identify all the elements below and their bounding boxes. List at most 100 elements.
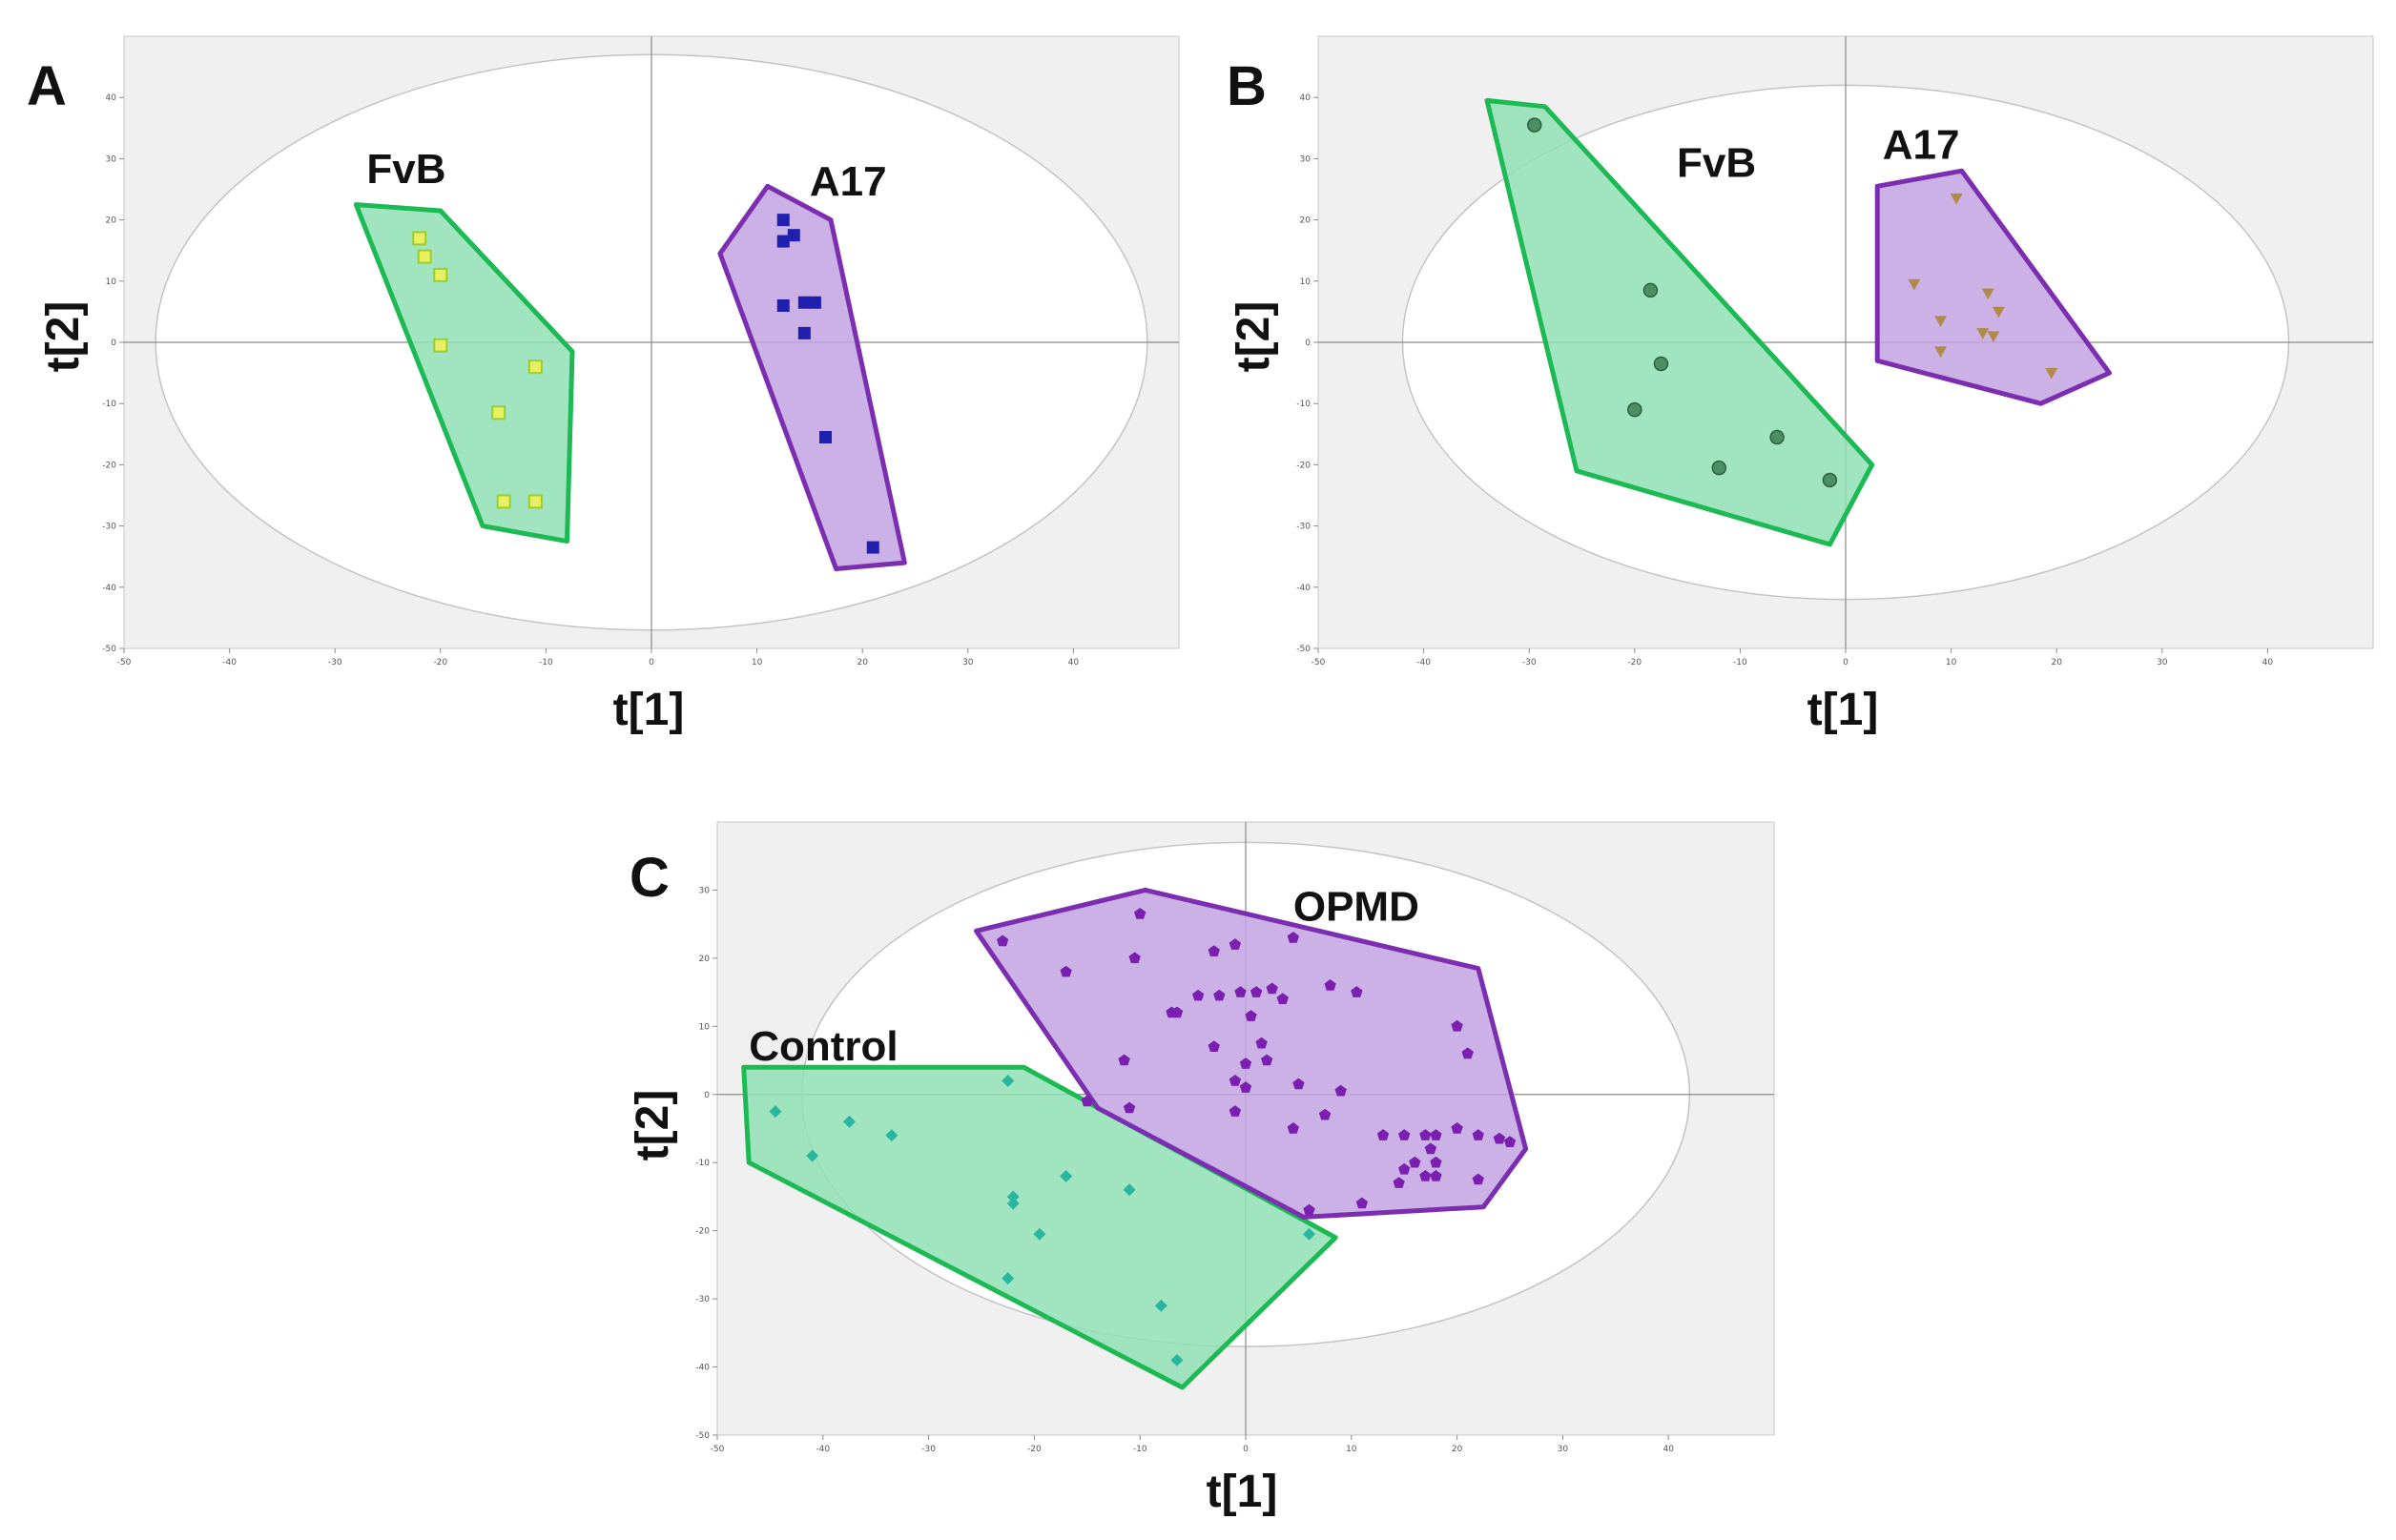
data-point: [797, 296, 811, 309]
y-tick-label: -10: [102, 400, 116, 409]
data-point: [818, 431, 832, 444]
y-tick-label: -20: [1296, 461, 1311, 470]
data-point: [1351, 986, 1363, 997]
panel-c-x-axis-title: t[1]: [1207, 1467, 1278, 1517]
y-tick-label: 0: [111, 339, 116, 348]
data-point: [1981, 288, 1994, 300]
data-point: [1409, 1156, 1421, 1168]
data-point: [1170, 1353, 1184, 1366]
data-point: [1424, 1142, 1437, 1155]
panel-a-y-axis-title: t[2]: [38, 301, 89, 373]
data-point: [1123, 1183, 1136, 1197]
data-point: [1208, 1040, 1220, 1052]
y-tick-label: 0: [704, 1091, 710, 1100]
x-tick-label: 10: [1346, 1445, 1357, 1454]
data-point: [1002, 1272, 1015, 1285]
data-point: [1302, 1227, 1315, 1241]
group-label-opmd: OPMD: [1293, 884, 1419, 931]
y-tick-label: -40: [695, 1364, 710, 1373]
data-point: [1318, 1108, 1332, 1120]
y-tick-label: -50: [1296, 645, 1311, 654]
data-point: [1134, 908, 1146, 919]
y-tick-label: -30: [102, 523, 116, 532]
y-tick-label: 20: [1300, 216, 1312, 226]
data-point: [1627, 401, 1642, 418]
data-point: [1503, 1136, 1517, 1147]
x-tick-label: -20: [1027, 1445, 1042, 1454]
data-point: [797, 326, 811, 339]
data-point: [1822, 472, 1838, 488]
x-tick-label: -30: [921, 1445, 936, 1454]
x-tick-label: 20: [857, 658, 868, 667]
data-point: [1376, 1129, 1390, 1140]
data-point: [843, 1115, 856, 1128]
group-label-a17: A17: [1883, 121, 1960, 168]
data-point: [776, 298, 790, 312]
x-tick-label: 30: [1558, 1445, 1569, 1454]
data-point: [1908, 278, 1921, 291]
y-tick-label: -30: [695, 1295, 710, 1304]
y-tick-label: 10: [106, 277, 117, 287]
y-tick-label: 10: [1300, 277, 1312, 287]
data-point: [1398, 1129, 1411, 1140]
data-point: [1976, 328, 1990, 339]
data-point: [1430, 1129, 1442, 1140]
y-tick-label: 30: [699, 886, 711, 895]
data-point: [2045, 367, 2058, 380]
data-point: [1266, 982, 1278, 995]
panel-b: -50 -40 -30 -20 -10 0 10 20 30 40 40 30 20 10 0 -10 -20 -…: [1227, 35, 2374, 735]
panel-c: -50 -40 -30 -20 -10 0 10 20 30 40 30 20 10 0 -10 -20 -30…: [628, 821, 1775, 1517]
x-tick-label: -20: [1627, 658, 1642, 667]
data-point: [1992, 306, 2005, 318]
data-point: [769, 1105, 782, 1119]
x-tick-label: 10: [752, 658, 763, 667]
group-label-fvb: FvB: [366, 146, 445, 193]
x-tick-label: 30: [962, 658, 974, 667]
panel-b-y-axis-title: t[2]: [1229, 301, 1279, 373]
data-point: [491, 405, 506, 421]
data-point: [1653, 356, 1669, 372]
x-tick-label: -20: [433, 658, 447, 667]
x-tick-label: 40: [2262, 658, 2274, 667]
x-tick-label: 30: [2157, 658, 2168, 667]
y-tick-label: -40: [102, 584, 116, 593]
data-point: [1461, 1047, 1474, 1059]
data-point: [1192, 989, 1205, 1001]
data-point: [1451, 1122, 1463, 1134]
data-point: [1334, 1084, 1347, 1097]
y-tick-label: -10: [695, 1159, 710, 1168]
data-point: [776, 214, 790, 227]
data-point: [1526, 117, 1542, 133]
data-point: [1430, 1156, 1442, 1168]
x-tick-label: 40: [1068, 658, 1080, 667]
panel-letter-b: B: [1227, 55, 1267, 117]
data-point: [1276, 993, 1289, 1004]
x-tick-label: -40: [1416, 658, 1431, 667]
x-tick-label: 10: [1946, 658, 1957, 667]
data-point: [1261, 1054, 1273, 1066]
data-point: [1033, 1227, 1046, 1241]
data-point: [806, 1149, 819, 1162]
x-tick-label: 20: [1452, 1445, 1463, 1454]
data-point: [1229, 1075, 1242, 1086]
group-label-fvb: FvB: [1677, 140, 1756, 187]
x-tick-label: 0: [1243, 1445, 1249, 1454]
data-point: [1303, 1203, 1315, 1216]
data-point: [1229, 1105, 1242, 1117]
data-point: [1081, 1095, 1093, 1107]
x-tick-label: -50: [711, 1445, 725, 1454]
series-opmd: OPMD: [974, 884, 1529, 1220]
data-point: [1060, 965, 1072, 977]
data-point: [1006, 1197, 1020, 1210]
data-point: [1123, 1101, 1136, 1114]
data-point: [1393, 1177, 1405, 1188]
x-tick-label: 20: [2051, 658, 2062, 667]
x-tick-label: 0: [1843, 658, 1849, 667]
group-hull-a17: [717, 183, 907, 571]
data-point: [787, 229, 800, 242]
x-tick-label: -10: [539, 658, 553, 667]
x-tick-label: -50: [1312, 658, 1326, 667]
data-point: [527, 359, 543, 375]
y-tick-label: 20: [106, 216, 117, 226]
